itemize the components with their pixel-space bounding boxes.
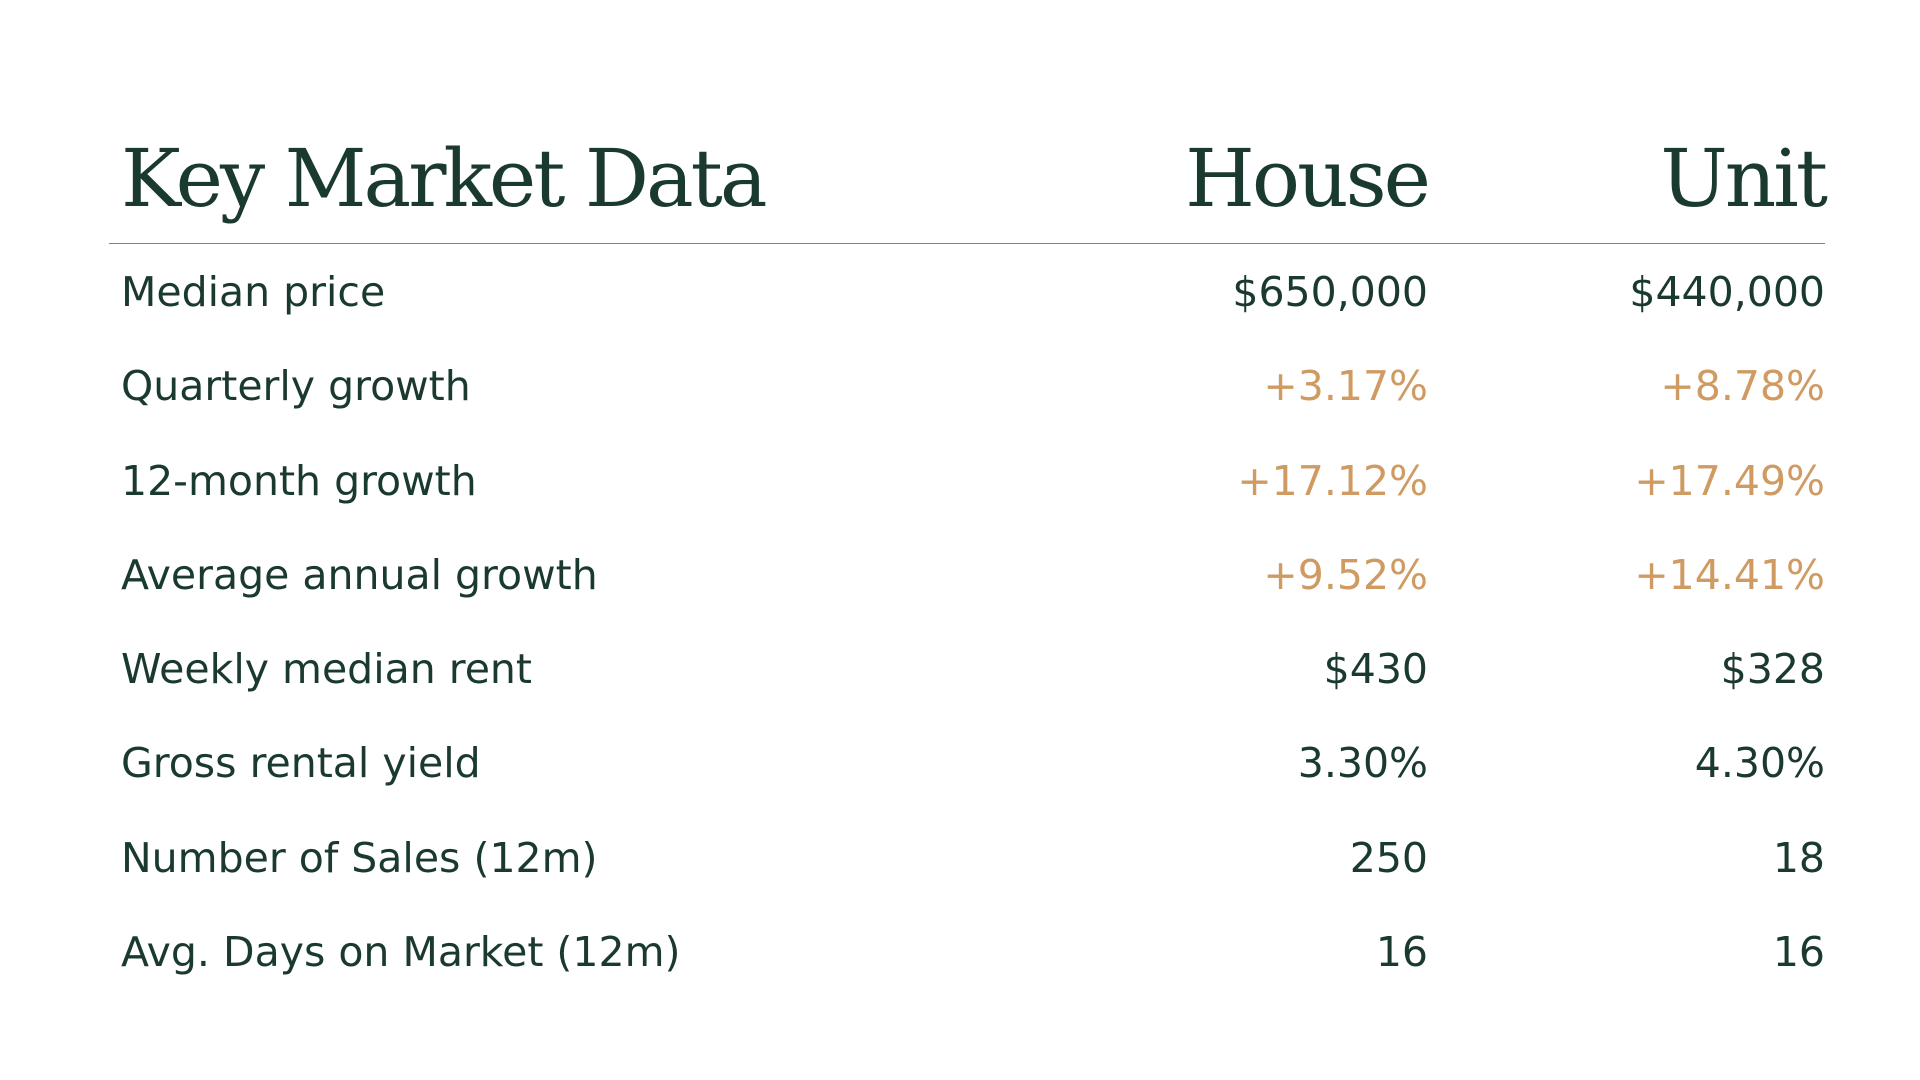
unit-value: +8.78%	[1660, 362, 1825, 411]
page-title: Key Market Data	[121, 132, 768, 225]
table-row: Number of Sales (12m) 250 18	[109, 811, 1825, 905]
house-value: +17.12%	[1237, 456, 1428, 505]
row-label: Gross rental yield	[121, 739, 481, 788]
row-label: Average annual growth	[121, 550, 598, 599]
market-data-table: Median price $650,000 $440,000 Quarterly…	[109, 245, 1825, 999]
row-label: Quarterly growth	[121, 362, 471, 411]
house-value: +3.17%	[1263, 362, 1428, 411]
table-header: Key Market Data House Unit	[109, 115, 1828, 243]
header-divider	[109, 243, 1825, 244]
table-row: Median price $650,000 $440,000	[109, 245, 1825, 339]
house-value: 16	[1375, 928, 1428, 977]
house-value: 3.30%	[1297, 739, 1428, 788]
unit-value: +17.49%	[1634, 456, 1825, 505]
unit-value: $440,000	[1629, 268, 1825, 316]
house-value: $650,000	[1232, 268, 1428, 316]
house-value: $430	[1323, 645, 1428, 694]
unit-value: 16	[1772, 928, 1825, 977]
table-row: Gross rental yield 3.30% 4.30%	[109, 716, 1825, 810]
table-row: Weekly median rent $430 $328	[109, 622, 1825, 716]
unit-value: $328	[1720, 645, 1825, 694]
column-header-unit: Unit	[1660, 132, 1828, 225]
house-value: 250	[1349, 833, 1428, 882]
unit-value: 4.30%	[1694, 739, 1825, 788]
house-value: +9.52%	[1263, 550, 1428, 599]
table-row: Quarterly growth +3.17% +8.78%	[109, 339, 1825, 433]
unit-value: +14.41%	[1634, 550, 1825, 599]
table-row: 12-month growth +17.12% +17.49%	[109, 434, 1825, 528]
table-row: Average annual growth +9.52% +14.41%	[109, 528, 1825, 622]
row-label: Median price	[121, 268, 386, 316]
column-header-house: House	[1185, 132, 1431, 225]
row-label: Avg. Days on Market (12m)	[121, 928, 681, 977]
unit-value: 18	[1772, 833, 1825, 882]
table-row: Avg. Days on Market (12m) 16 16	[109, 905, 1825, 999]
row-label: Number of Sales (12m)	[121, 833, 598, 882]
row-label: Weekly median rent	[121, 645, 532, 694]
row-label: 12-month growth	[121, 456, 477, 505]
